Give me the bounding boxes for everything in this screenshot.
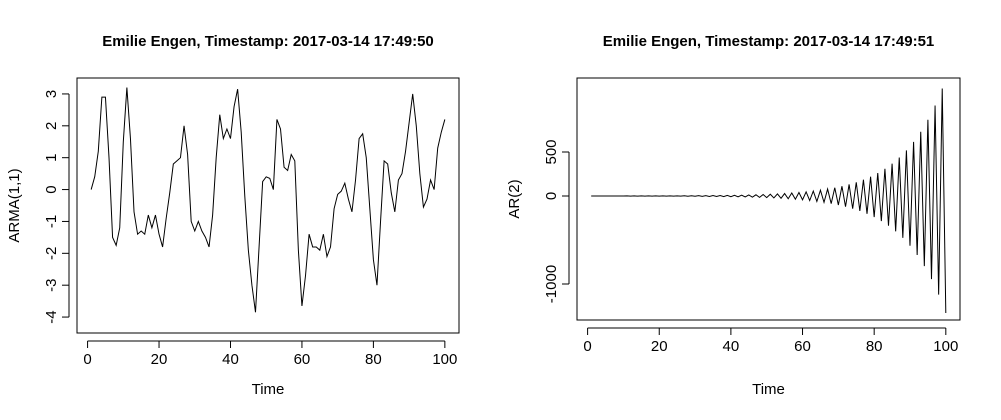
x-tick-label: 100	[432, 351, 457, 368]
x-tick-label: 0	[83, 351, 91, 368]
x-tick-label: 20	[151, 351, 168, 368]
x-axis-label: Time	[252, 381, 285, 398]
x-axis-label: Time	[752, 381, 785, 398]
y-tick-label: 0	[43, 185, 60, 193]
plot-frame	[76, 77, 460, 334]
x-tick-label: 60	[294, 351, 311, 368]
y-axis-label: ARMA(1,1)	[6, 168, 23, 242]
y-tick-label: 3	[43, 90, 60, 98]
x-tick-label: 40	[723, 338, 740, 355]
y-tick-label: -1	[43, 215, 60, 228]
y-tick-label: -3	[43, 279, 60, 292]
x-tick-label: 40	[222, 351, 239, 368]
x-tick-label: 80	[365, 351, 382, 368]
y-tick-label: 1	[43, 154, 60, 162]
y-tick-label: 0	[543, 192, 560, 200]
y-tick-label: -1000	[543, 265, 560, 303]
x-tick-label: 20	[651, 338, 668, 355]
x-tick-label: 0	[583, 338, 591, 355]
chart-title: Emilie Engen, Timestamp: 2017-03-14 17:4…	[102, 33, 434, 50]
x-tick-label: 100	[933, 338, 958, 355]
y-axis-label: AR(2)	[506, 179, 523, 218]
x-tick-label: 80	[866, 338, 883, 355]
series-line	[90, 87, 446, 313]
y-tick-label: -4	[43, 310, 60, 323]
x-tick-label: 60	[794, 338, 811, 355]
y-tick-label: 500	[543, 139, 560, 164]
y-tick-label: -2	[43, 247, 60, 260]
chart-title: Emilie Engen, Timestamp: 2017-03-14 17:4…	[603, 33, 935, 50]
y-tick-label: 2	[43, 122, 60, 130]
series-line	[591, 88, 947, 314]
plot-frame	[576, 77, 961, 321]
